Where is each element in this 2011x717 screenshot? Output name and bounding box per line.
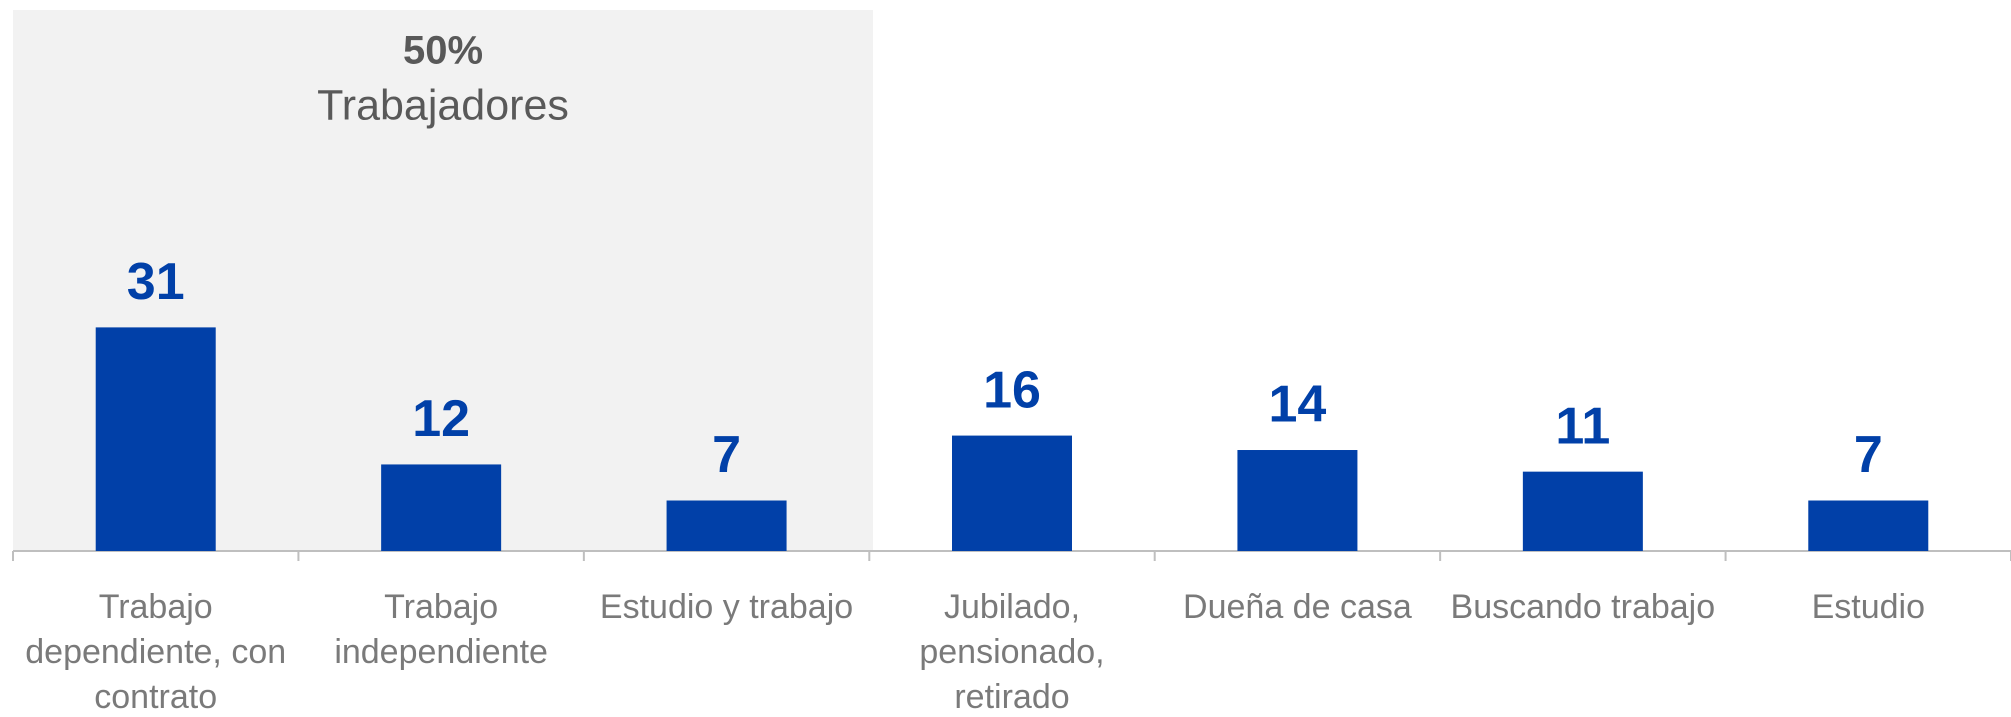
x-tick-label: Estudio y trabajo: [599, 588, 854, 626]
bar: [95, 327, 216, 551]
x-tick-label: Jubilado, pensionado, retirado: [919, 588, 1105, 716]
value-label: 7: [1854, 426, 1883, 484]
value-label: 12: [412, 390, 470, 448]
annotation-label: Trabajadores: [317, 81, 569, 129]
x-tick-label: Trabajo independiente: [334, 588, 548, 671]
value-label: 11: [1555, 397, 1610, 455]
x-tick-label: Buscando trabajo: [1450, 588, 1716, 626]
x-tick-label: Estudio: [1811, 588, 1925, 626]
value-label: 31: [127, 253, 185, 311]
bar: [666, 500, 787, 551]
bar: [1237, 450, 1358, 551]
annotation-percent: 50%: [403, 29, 483, 73]
value-label: 7: [712, 426, 741, 484]
bar: [952, 435, 1072, 551]
x-tick-label: Trabajo dependiente, con contrato: [25, 588, 287, 716]
bar: [1808, 500, 1929, 551]
bar: [1522, 471, 1643, 551]
value-label: 14: [1269, 376, 1327, 434]
x-tick-label: Dueña de casa: [1183, 588, 1412, 626]
value-label: 16: [983, 361, 1041, 419]
bar: [381, 464, 502, 551]
